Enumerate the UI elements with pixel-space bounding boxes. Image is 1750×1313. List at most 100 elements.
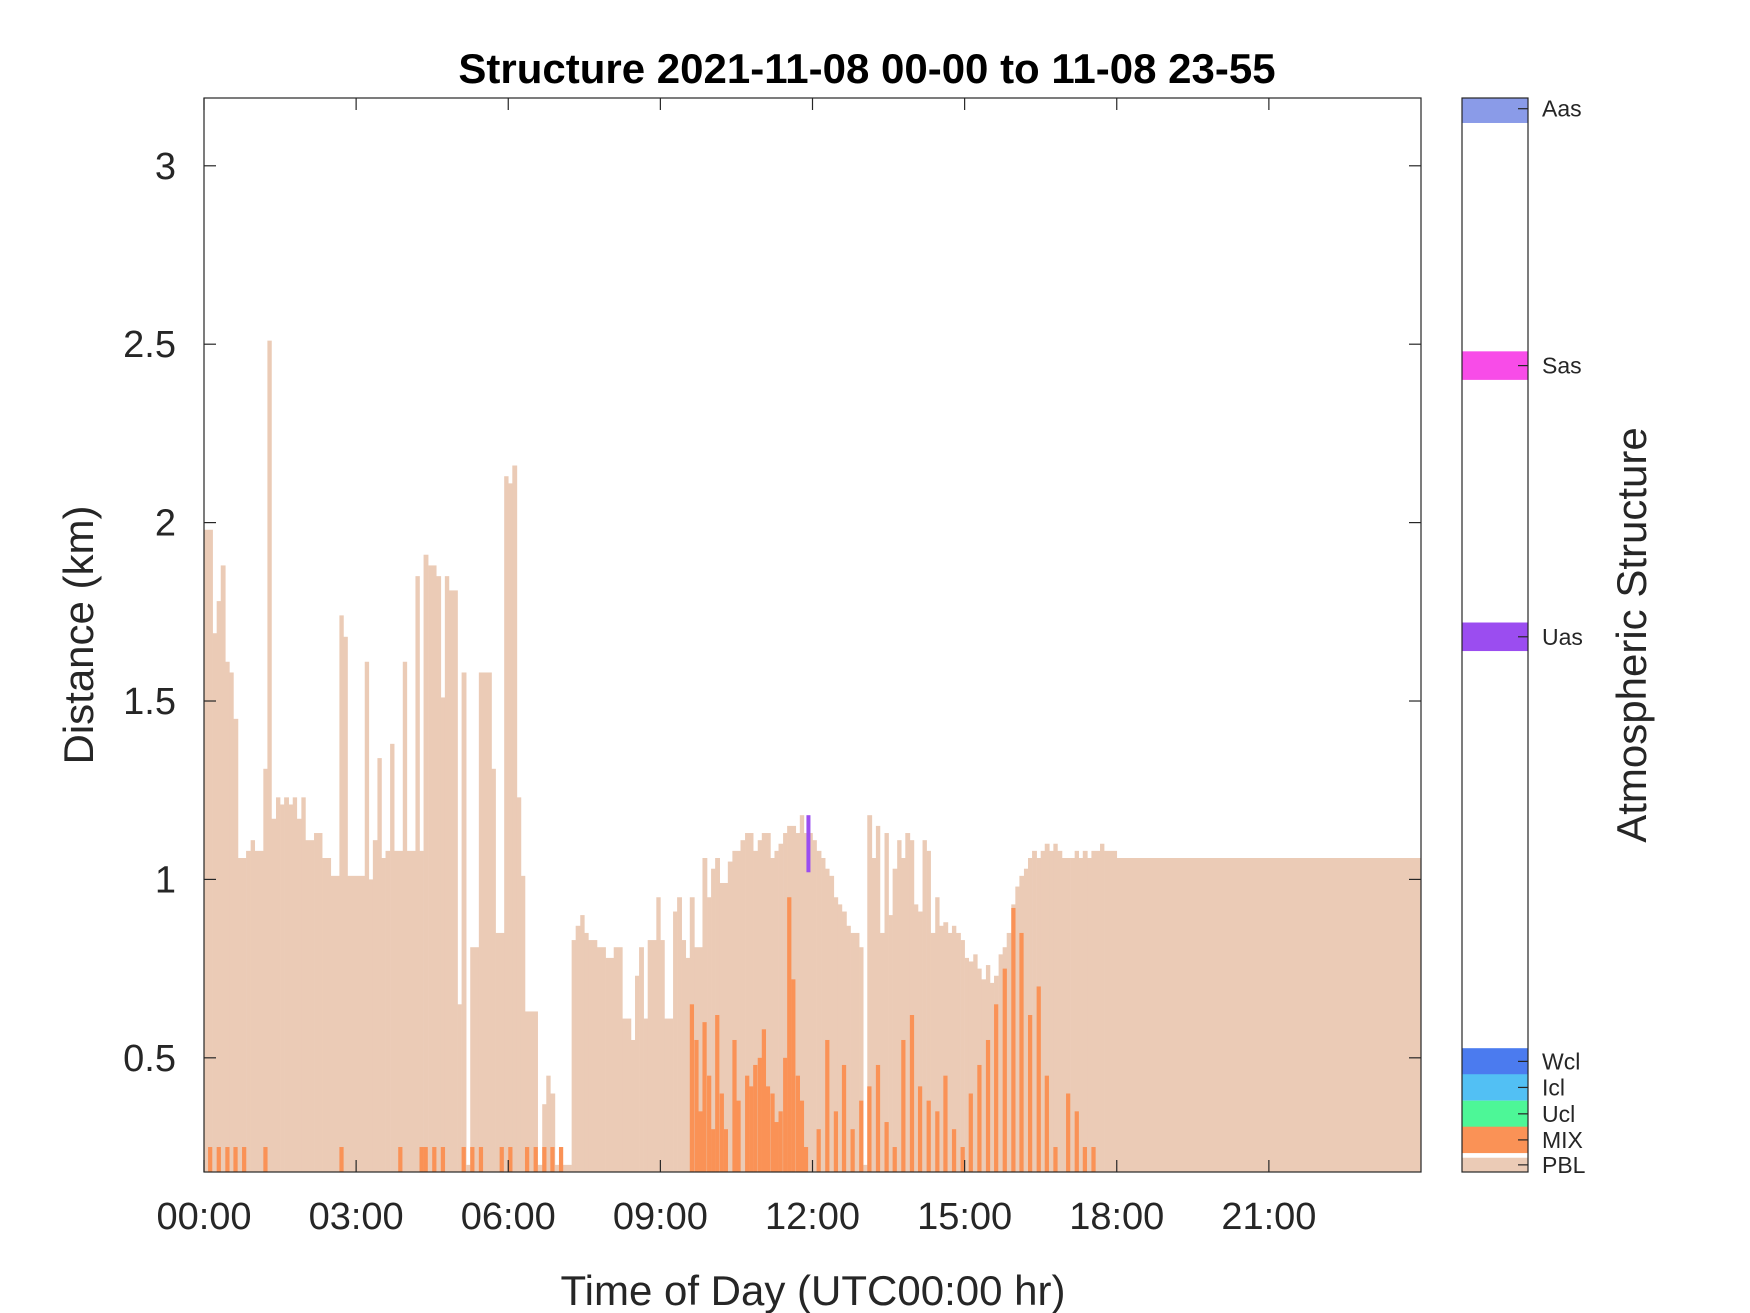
bar-pbl (339, 615, 344, 1172)
bar-mix (875, 1064, 881, 1172)
bar-pbl (613, 947, 623, 1172)
bar-mix (867, 1086, 872, 1172)
bar-pbl (1082, 850, 1088, 1172)
bar-pbl (461, 672, 467, 1172)
colorbar-tick-label: MIX (1542, 1127, 1583, 1153)
bar-mix (723, 1129, 728, 1172)
bar-pbl (753, 850, 759, 1172)
bar-mix (926, 1100, 931, 1172)
bar-pbl (216, 601, 222, 1172)
y-tick-label: 3 (155, 146, 176, 188)
bar-pbl (841, 911, 847, 1172)
bar-pbl (296, 818, 302, 1172)
bar-pbl (343, 636, 348, 1172)
bar-mix (1091, 1147, 1096, 1172)
bar-mix (470, 1147, 475, 1172)
bar-mix (719, 1093, 724, 1172)
bar-pbl (1053, 843, 1058, 1172)
bar-pbl (1074, 850, 1080, 1172)
colorbar-swatch-aas (1462, 98, 1528, 123)
y-tick-label: 1 (155, 859, 176, 901)
y-axis: 0.5 1 1.5 2 2.5 3 (123, 146, 1421, 1080)
bar-mix (892, 1147, 897, 1172)
bar-pbl (402, 661, 408, 1172)
bar-mix (339, 1147, 344, 1172)
bar-mix (1002, 968, 1007, 1172)
colorbar-tick-label: Wcl (1542, 1048, 1580, 1074)
bar-mix (757, 1057, 762, 1172)
bar-pbl (478, 672, 492, 1172)
bar-mix (1028, 1015, 1033, 1172)
bar-pbl (939, 925, 944, 1172)
bar-pbl (935, 897, 940, 1172)
bar-pbl (580, 915, 585, 1172)
bar-pbl (799, 815, 805, 1172)
bar-pbl (466, 1164, 471, 1172)
bar-pbl (254, 850, 264, 1172)
bar-pbl (745, 833, 754, 1172)
colorbar-label: Atmospheric Structure (1608, 427, 1655, 843)
bar-pbl (596, 947, 606, 1172)
bar-mix (398, 1147, 403, 1172)
bar-pbl (968, 961, 974, 1172)
bar-pbl (524, 1011, 538, 1172)
bar-mix (850, 1129, 855, 1172)
bar-pbl (584, 932, 589, 1172)
bar-mix (943, 1075, 948, 1172)
chart-title: Structure 2021-11-08 00-00 to 11-08 23-5… (458, 45, 1275, 92)
plot-area (204, 340, 1422, 1173)
bar-pbl (956, 932, 961, 1172)
bar-pbl (757, 840, 763, 1172)
bar-pbl (246, 850, 251, 1172)
bar-pbl (284, 797, 289, 1172)
bar-pbl (212, 633, 217, 1172)
bar-mix (799, 1100, 805, 1172)
bar-pbl (922, 840, 927, 1172)
bar-pbl (783, 833, 788, 1172)
bar-pbl (288, 804, 294, 1172)
bar-mix (1044, 1075, 1049, 1172)
bar-pbl (989, 982, 995, 1172)
bar-pbl (537, 1164, 543, 1172)
bar-pbl (664, 1018, 674, 1172)
bar-mix (1074, 1111, 1079, 1172)
bar-pbl (415, 576, 420, 1172)
bar-mix (440, 1147, 446, 1172)
x-tick-label: 21:00 (1221, 1196, 1316, 1238)
bar-pbl (377, 758, 382, 1172)
bar-pbl (901, 858, 906, 1172)
colorbar-swatch-uas (1462, 622, 1528, 652)
y-tick-label: 2 (155, 503, 176, 545)
x-tick-label: 15:00 (917, 1196, 1012, 1238)
bar-pbl (563, 1164, 572, 1172)
bar-pbl (571, 940, 576, 1172)
x-tick-label: 18:00 (1069, 1196, 1164, 1238)
bar-pbl (605, 957, 615, 1172)
bar-pbl (1023, 868, 1029, 1172)
bar-pbl (250, 840, 256, 1172)
y-tick-label: 1.5 (123, 681, 176, 723)
bar-mix (765, 1086, 771, 1172)
colorbar-tick-label: Aas (1542, 96, 1582, 122)
bar-pbl (1104, 850, 1118, 1172)
bar-mix (901, 1039, 906, 1172)
bar-pbl (892, 868, 898, 1172)
bar-pbl (588, 940, 598, 1172)
bar-pbl (1087, 858, 1092, 1172)
bar-pbl (276, 797, 281, 1172)
bar-pbl (897, 840, 902, 1172)
colorbar-tick-label: PBL (1542, 1152, 1586, 1178)
colorbar-tick-label: Sas (1542, 353, 1582, 379)
bar-pbl (237, 858, 247, 1172)
bar-pbl (719, 882, 729, 1172)
bar-mix (216, 1147, 221, 1172)
bar-pbl (1078, 858, 1084, 1172)
bar-pbl (846, 925, 851, 1172)
bar-mix (423, 1147, 428, 1172)
bar-mix (753, 1064, 758, 1172)
bar-mix (783, 1057, 788, 1172)
bar-mix (478, 1147, 484, 1172)
bar-pbl (863, 1164, 868, 1172)
